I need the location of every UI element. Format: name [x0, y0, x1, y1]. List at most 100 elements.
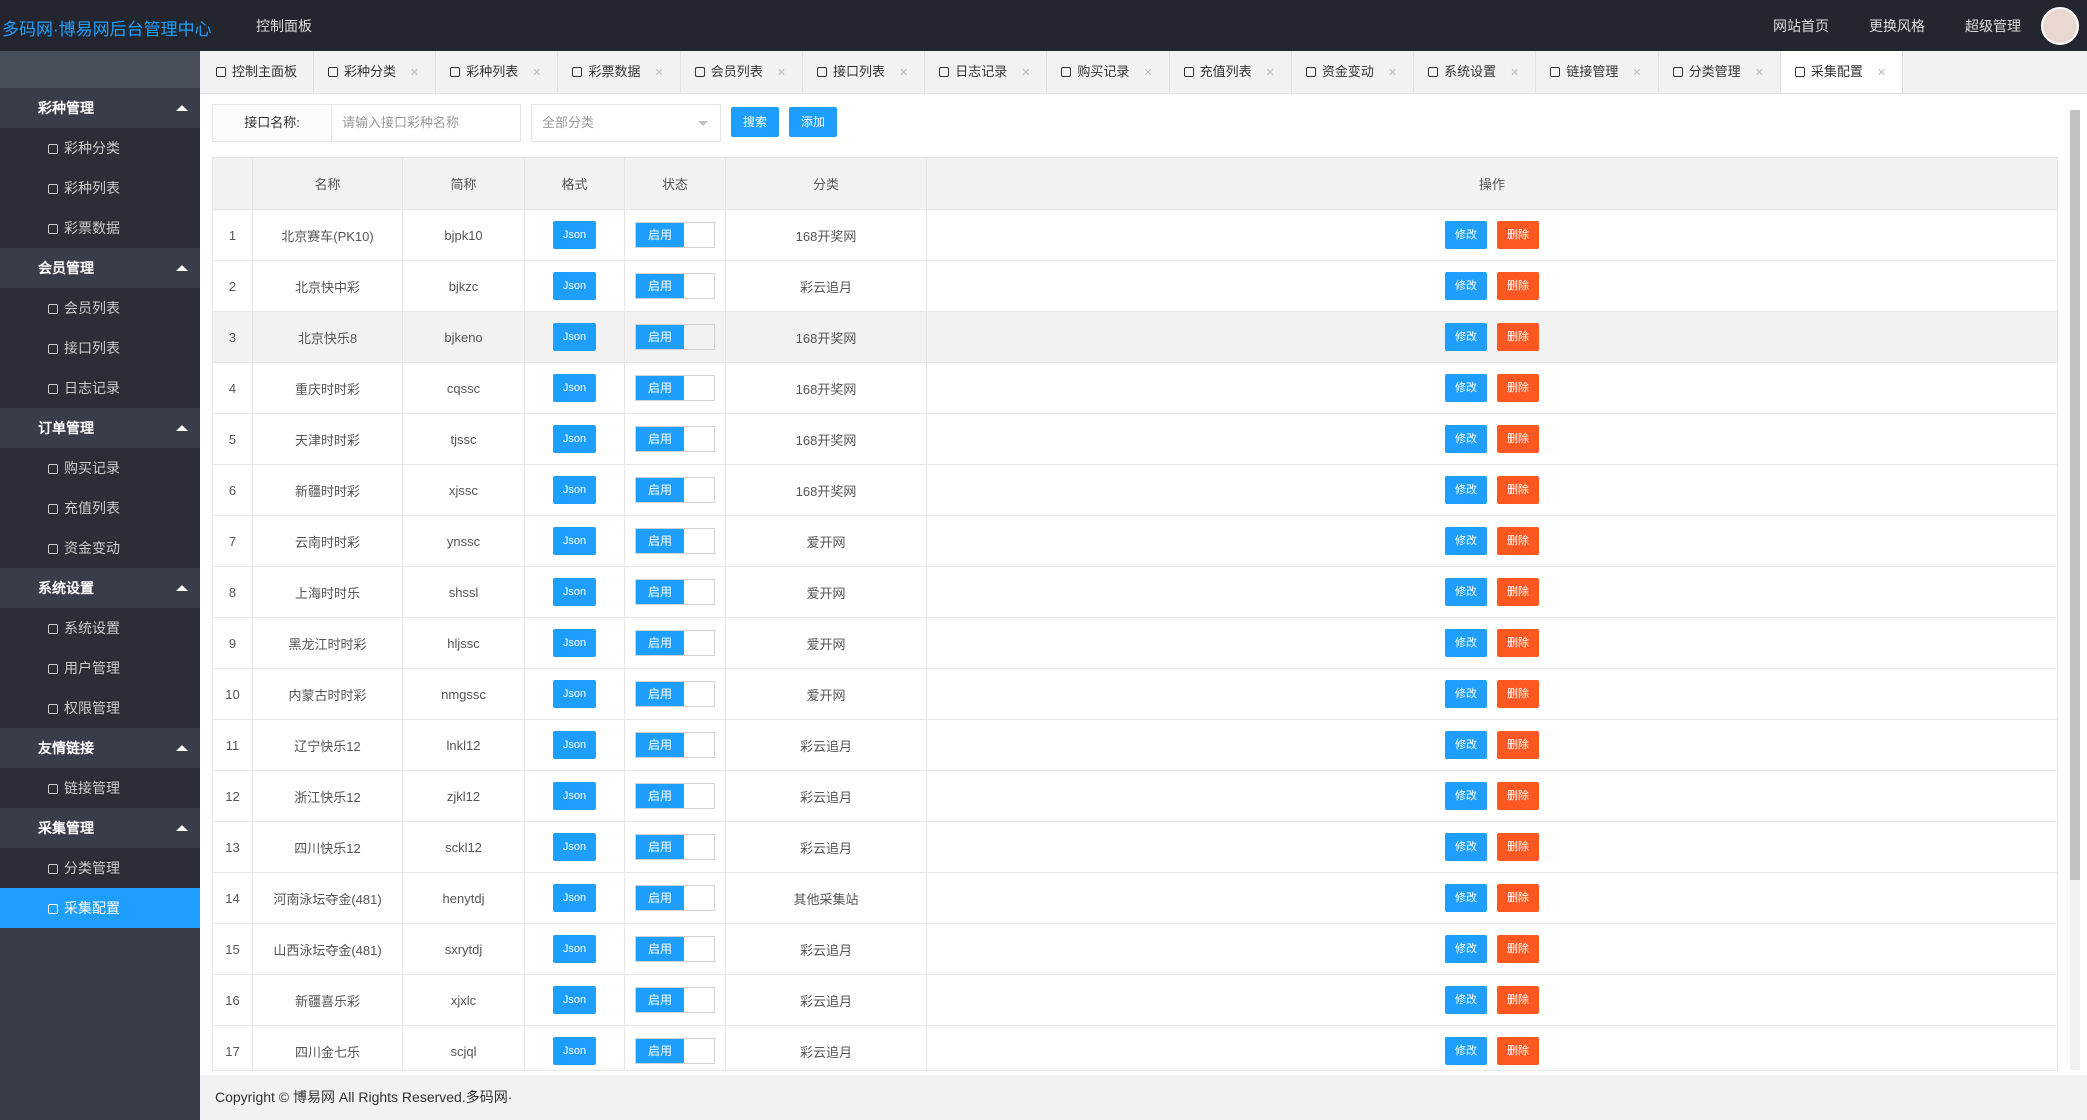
menu-group[interactable]: 系统设置 — [0, 568, 200, 608]
json-button[interactable]: Json — [552, 986, 597, 1014]
json-button[interactable]: Json — [552, 731, 597, 759]
avatar[interactable] — [2041, 7, 2079, 45]
tab[interactable]: 彩种分类 ✕ — [314, 51, 437, 93]
edit-button[interactable]: 修改 — [1445, 782, 1487, 810]
tab-close[interactable]: ✕ — [1387, 67, 1398, 79]
json-button[interactable]: Json — [552, 527, 597, 555]
edit-button[interactable]: 修改 — [1445, 986, 1487, 1014]
delete-button[interactable]: 删除 — [1497, 629, 1539, 657]
status-switch[interactable]: 启用 — [635, 579, 715, 605]
menu-item[interactable]: 日志记录 — [0, 368, 200, 408]
menu-item[interactable]: 彩票数据 — [0, 208, 200, 248]
json-button[interactable]: Json — [552, 323, 597, 351]
menu-item[interactable]: 彩种列表 — [0, 168, 200, 208]
status-switch[interactable]: 启用 — [635, 273, 715, 299]
tab[interactable]: 彩种列表 ✕ — [436, 51, 559, 93]
menu-item[interactable]: 分类管理 — [0, 848, 200, 888]
edit-button[interactable]: 修改 — [1445, 221, 1487, 249]
menu-group[interactable]: 会员管理 — [0, 248, 200, 288]
status-switch[interactable]: 启用 — [635, 324, 715, 350]
json-button[interactable]: Json — [552, 221, 597, 249]
tab-close[interactable]: ✕ — [410, 67, 420, 79]
status-switch[interactable]: 启用 — [635, 426, 715, 452]
delete-button[interactable]: 删除 — [1497, 578, 1539, 606]
menu-item[interactable]: 资金变动 — [0, 528, 200, 568]
tab-close[interactable]: ✕ — [1876, 67, 1887, 79]
delete-button[interactable]: 删除 — [1497, 833, 1539, 861]
tab[interactable]: 接口列表 ✕ — [803, 51, 926, 93]
menu-item[interactable]: 会员列表 — [0, 288, 200, 328]
delete-button[interactable]: 删除 — [1497, 782, 1539, 810]
status-switch[interactable]: 启用 — [635, 375, 715, 401]
category-select[interactable]: 全部分类 — [531, 104, 721, 142]
edit-button[interactable]: 修改 — [1445, 935, 1487, 963]
menu-item[interactable]: 权限管理 — [0, 688, 200, 728]
menu-group[interactable]: 采集管理 — [0, 808, 200, 848]
menu-item[interactable]: 链接管理 — [0, 768, 200, 808]
status-switch[interactable]: 启用 — [635, 783, 715, 809]
status-switch[interactable]: 启用 — [635, 477, 715, 503]
menu-group[interactable]: 订单管理 — [0, 408, 200, 448]
status-switch[interactable]: 启用 — [635, 1038, 715, 1064]
tab[interactable]: 分类管理 ✕ — [1659, 51, 1781, 93]
tab-close[interactable]: ✕ — [1510, 67, 1520, 79]
status-switch[interactable]: 启用 — [635, 681, 715, 707]
json-button[interactable]: Json — [552, 425, 597, 453]
edit-button[interactable]: 修改 — [1445, 884, 1487, 912]
json-button[interactable]: Json — [552, 476, 597, 504]
tab-close[interactable]: ✕ — [1754, 67, 1764, 79]
edit-button[interactable]: 修改 — [1445, 1037, 1487, 1065]
menu-item[interactable]: 彩种分类 — [0, 128, 200, 168]
edit-button[interactable]: 修改 — [1445, 272, 1487, 300]
json-button[interactable]: Json — [552, 578, 597, 606]
edit-button[interactable]: 修改 — [1445, 629, 1487, 657]
menu-item[interactable]: 购买记录 — [0, 448, 200, 488]
tab[interactable]: 链接管理 ✕ — [1536, 51, 1659, 93]
top-link[interactable]: 网站首页 — [1773, 18, 1829, 34]
json-button[interactable]: Json — [552, 1037, 597, 1065]
tab-close[interactable]: ✕ — [1143, 67, 1153, 79]
tab[interactable]: 控制主面板 — [202, 51, 315, 93]
edit-button[interactable]: 修改 — [1445, 527, 1487, 555]
delete-button[interactable]: 删除 — [1497, 731, 1539, 759]
search-button[interactable]: 搜索 — [731, 107, 780, 137]
menu-group[interactable]: 友情链接 — [0, 728, 200, 768]
tab[interactable]: 充值列表 ✕ — [1170, 51, 1292, 93]
tab[interactable]: 资金变动 ✕ — [1292, 51, 1415, 93]
json-button[interactable]: Json — [552, 884, 597, 912]
tab[interactable]: 采集配置 ✕ — [1780, 51, 1904, 93]
delete-button[interactable]: 删除 — [1497, 425, 1539, 453]
edit-button[interactable]: 修改 — [1445, 680, 1487, 708]
breadcrumb[interactable]: 控制面板 — [256, 18, 312, 34]
status-switch[interactable]: 启用 — [635, 987, 715, 1013]
menu-item[interactable]: 系统设置 — [0, 608, 200, 648]
tab[interactable]: 购买记录 ✕ — [1047, 51, 1170, 93]
tab-close[interactable]: ✕ — [898, 67, 909, 79]
tab[interactable]: 系统设置 ✕ — [1414, 51, 1537, 93]
menu-group[interactable]: 彩种管理 — [0, 88, 200, 128]
status-switch[interactable]: 启用 — [635, 732, 715, 758]
delete-button[interactable]: 删除 — [1497, 884, 1539, 912]
edit-button[interactable]: 修改 — [1445, 323, 1487, 351]
delete-button[interactable]: 删除 — [1497, 1037, 1539, 1065]
json-button[interactable]: Json — [552, 782, 597, 810]
tab[interactable]: 彩票数据 ✕ — [558, 51, 681, 93]
delete-button[interactable]: 删除 — [1497, 323, 1539, 351]
add-button[interactable]: 添加 — [789, 107, 838, 137]
edit-button[interactable]: 修改 — [1445, 374, 1487, 402]
menu-item[interactable]: 采集配置 — [0, 888, 200, 928]
delete-button[interactable]: 删除 — [1497, 272, 1539, 300]
json-button[interactable]: Json — [552, 374, 597, 402]
json-button[interactable]: Json — [552, 833, 597, 861]
tab-close[interactable]: ✕ — [776, 67, 786, 79]
tab-close[interactable]: ✕ — [532, 67, 542, 79]
status-switch[interactable]: 启用 — [635, 630, 715, 656]
status-switch[interactable]: 启用 — [635, 528, 715, 554]
site-title[interactable]: 多码网·博易网后台管理中心 — [2, 20, 212, 39]
search-input[interactable]: 请输入接口彩种名称 — [331, 104, 521, 142]
json-button[interactable]: Json — [552, 935, 597, 963]
status-switch[interactable]: 启用 — [635, 936, 715, 962]
edit-button[interactable]: 修改 — [1445, 833, 1487, 861]
edit-button[interactable]: 修改 — [1445, 425, 1487, 453]
top-link[interactable]: 更换风格 — [1869, 18, 1925, 34]
